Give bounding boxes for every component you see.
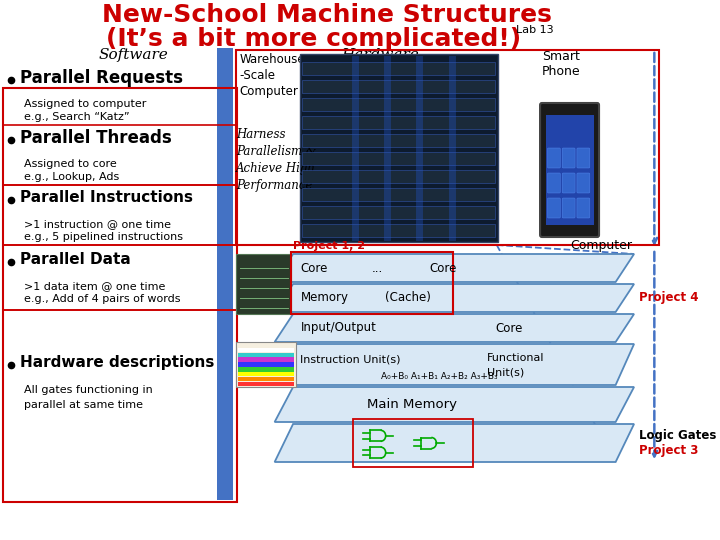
- Text: Project 3: Project 3: [639, 444, 698, 457]
- Text: parallel at same time: parallel at same time: [24, 400, 143, 410]
- FancyBboxPatch shape: [236, 254, 291, 314]
- Text: Unit(s): Unit(s): [487, 368, 524, 377]
- Text: Core: Core: [496, 321, 523, 334]
- Text: ...: ...: [372, 261, 382, 274]
- Text: Parallel Data: Parallel Data: [20, 253, 131, 267]
- Text: Harness
Parallelism &
Achieve High
Performance: Harness Parallelism & Achieve High Perfo…: [236, 128, 316, 192]
- Text: All gates functioning in: All gates functioning in: [24, 385, 153, 395]
- FancyBboxPatch shape: [547, 173, 560, 193]
- FancyBboxPatch shape: [547, 198, 560, 218]
- Text: Smart
Phone: Smart Phone: [542, 50, 580, 78]
- Polygon shape: [274, 254, 634, 282]
- FancyBboxPatch shape: [546, 115, 593, 225]
- Text: e.g., Lookup, Ads: e.g., Lookup, Ads: [24, 172, 120, 182]
- FancyBboxPatch shape: [300, 54, 498, 242]
- FancyBboxPatch shape: [217, 48, 233, 500]
- FancyBboxPatch shape: [302, 224, 495, 237]
- Text: e.g., 5 pipelined instructions: e.g., 5 pipelined instructions: [24, 232, 183, 242]
- FancyBboxPatch shape: [302, 170, 495, 183]
- Text: e.g., Search “Katz”: e.g., Search “Katz”: [24, 112, 130, 122]
- Text: Core: Core: [429, 261, 456, 274]
- Polygon shape: [274, 284, 634, 312]
- Polygon shape: [274, 387, 634, 422]
- FancyBboxPatch shape: [540, 103, 599, 237]
- FancyBboxPatch shape: [302, 188, 495, 201]
- Text: Memory: Memory: [300, 292, 348, 305]
- Text: e.g., Add of 4 pairs of words: e.g., Add of 4 pairs of words: [24, 294, 181, 304]
- FancyBboxPatch shape: [562, 148, 575, 168]
- Text: Parallel Threads: Parallel Threads: [20, 129, 172, 147]
- Polygon shape: [274, 344, 634, 385]
- FancyBboxPatch shape: [302, 206, 495, 219]
- Bar: [238, 357, 294, 362]
- Text: Warehouse
-Scale
Computer: Warehouse -Scale Computer: [240, 53, 305, 98]
- FancyBboxPatch shape: [577, 198, 590, 218]
- FancyBboxPatch shape: [302, 62, 495, 75]
- Bar: [238, 367, 294, 372]
- Text: Core: Core: [300, 261, 328, 274]
- Text: Hardware: Hardware: [341, 48, 419, 62]
- Text: Project 1, 2: Project 1, 2: [293, 241, 365, 251]
- Text: Assigned to computer: Assigned to computer: [24, 99, 146, 109]
- Text: New-School Machine Structures: New-School Machine Structures: [102, 3, 552, 27]
- Text: Functional: Functional: [487, 353, 544, 363]
- Text: Instruction Unit(s): Instruction Unit(s): [300, 354, 401, 364]
- Bar: [238, 377, 294, 381]
- FancyBboxPatch shape: [577, 173, 590, 193]
- Text: (Cache): (Cache): [385, 292, 431, 305]
- Text: Lab 13: Lab 13: [516, 25, 554, 35]
- Bar: [238, 382, 294, 386]
- FancyBboxPatch shape: [302, 98, 495, 111]
- FancyBboxPatch shape: [302, 152, 495, 165]
- FancyBboxPatch shape: [562, 173, 575, 193]
- Text: >1 data item @ one time: >1 data item @ one time: [24, 281, 166, 291]
- Text: Project 4: Project 4: [639, 292, 698, 305]
- Text: Software: Software: [99, 48, 168, 62]
- Text: Parallel Instructions: Parallel Instructions: [20, 191, 193, 206]
- FancyBboxPatch shape: [577, 148, 590, 168]
- Text: Input/Output: Input/Output: [300, 321, 377, 334]
- Text: Computer: Computer: [570, 239, 632, 252]
- Bar: [238, 348, 294, 352]
- Bar: [238, 372, 294, 376]
- Bar: [238, 362, 294, 367]
- Text: Parallel Requests: Parallel Requests: [20, 69, 184, 87]
- Bar: [238, 353, 294, 357]
- FancyBboxPatch shape: [302, 116, 495, 129]
- Text: >1 instruction @ one time: >1 instruction @ one time: [24, 219, 171, 229]
- FancyBboxPatch shape: [562, 198, 575, 218]
- Text: A₀+B₀ A₁+B₁ A₂+B₂ A₃+B₃: A₀+B₀ A₁+B₁ A₂+B₂ A₃+B₃: [381, 372, 498, 381]
- Polygon shape: [274, 424, 634, 462]
- Text: Assigned to core: Assigned to core: [24, 159, 117, 169]
- FancyBboxPatch shape: [547, 148, 560, 168]
- FancyBboxPatch shape: [236, 342, 296, 387]
- Text: (It’s a bit more complicated!): (It’s a bit more complicated!): [106, 27, 521, 51]
- FancyBboxPatch shape: [302, 134, 495, 147]
- FancyBboxPatch shape: [302, 80, 495, 93]
- Text: Hardware descriptions: Hardware descriptions: [20, 355, 215, 370]
- Text: Main Memory: Main Memory: [366, 398, 456, 411]
- Text: Logic Gates: Logic Gates: [639, 429, 716, 442]
- Polygon shape: [274, 314, 634, 342]
